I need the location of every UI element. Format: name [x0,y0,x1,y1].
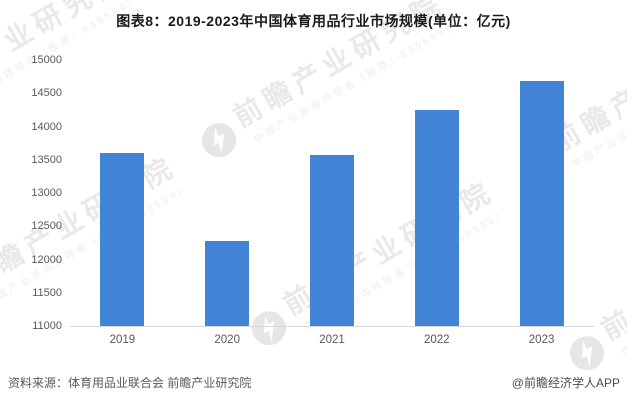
x-tick-label: 2022 [423,334,450,346]
x-tick-label: 2020 [214,334,240,346]
plot-area [70,60,594,327]
x-tick-label: 2021 [319,334,345,346]
y-tick-label: 14500 [31,87,62,100]
y-tick-label: 12500 [31,220,62,233]
chart-title: 图表8：2019-2023年中国体育用品行业市场规模(单位：亿元) [116,13,511,29]
y-tick-label: 11500 [32,286,62,299]
bar-2020 [205,240,250,326]
credit-note: @前瞻经济学人APP [511,376,620,390]
y-tick-label: 14000 [31,120,62,133]
data-source-note: 资料来源：体育用品业联合会 前瞻产业研究院 [8,376,252,390]
y-tick-label: 11000 [32,320,62,332]
watermark-text: 前瞻产业研究院 [596,200,627,346]
y-tick-label: 12000 [31,253,62,266]
x-tick-label: 2019 [109,334,136,346]
y-tick-label: 15000 [31,54,62,66]
bar-2019 [100,153,145,326]
y-tick-label: 13000 [31,187,62,199]
watermark-subtext: 中国产业咨询领导者（股票：839599） [620,232,627,359]
bar-2021 [309,155,354,326]
bar-2023 [519,80,564,326]
x-axis: 2019 2020 2021 2022 2023 [70,334,594,346]
x-tick-label: 2023 [528,334,555,346]
y-axis: 11000 11500 12000 12500 13000 13500 14000 14500… [0,54,62,332]
y-tick-label: 13500 [31,153,62,166]
bar-2022 [414,109,459,326]
